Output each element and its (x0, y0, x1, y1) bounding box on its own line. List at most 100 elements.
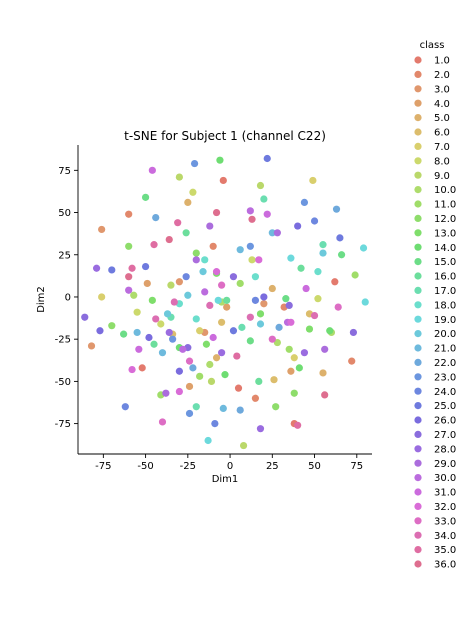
legend-marker (414, 488, 422, 496)
chart-title: t-SNE for Subject 1 (channel C22) (124, 129, 326, 143)
data-point (314, 268, 322, 276)
legend-label: 12.0 (434, 214, 456, 225)
data-point (321, 391, 329, 399)
data-point (218, 281, 226, 289)
data-point (167, 281, 175, 289)
legend-label: 4.0 (434, 99, 450, 110)
data-point (189, 188, 197, 196)
legend-marker (414, 358, 422, 366)
data-point (300, 349, 309, 357)
data-point (219, 176, 227, 185)
legend-label: 22.0 (434, 358, 456, 369)
data-point (128, 264, 136, 272)
legend: class 1.0 2.0 3.0 4.0 5.0 6.0 7.0 8.0 9.0 10.0 11.… (414, 40, 456, 571)
legend-marker (414, 142, 422, 150)
data-point (196, 372, 204, 380)
data-point (138, 364, 146, 372)
data-point (275, 323, 283, 331)
legend-marker (414, 416, 422, 424)
data-point (297, 264, 305, 272)
data-point (348, 357, 356, 365)
legend-marker (414, 70, 422, 78)
x-tick-label: -50 (137, 461, 153, 472)
data-point (192, 249, 200, 257)
legend-marker (414, 402, 422, 410)
data-point (141, 262, 150, 271)
legend-label: 18.0 (434, 300, 456, 311)
data-point (133, 308, 141, 316)
data-point (175, 278, 183, 286)
data-point (169, 335, 177, 343)
legend-label: 8.0 (434, 156, 450, 167)
data-point (309, 176, 317, 185)
data-point (175, 173, 183, 181)
legend-marker (414, 272, 422, 280)
data-point (204, 436, 212, 445)
data-point (319, 369, 327, 377)
legend-marker (414, 301, 422, 309)
y-tick-label: 0 (65, 292, 71, 303)
data-point (206, 301, 214, 310)
data-point (125, 286, 133, 294)
y-tick-label: 25 (58, 250, 71, 261)
data-point (359, 244, 368, 252)
data-point (236, 279, 244, 288)
data-point (185, 357, 194, 365)
legend-label: 24.0 (434, 387, 456, 398)
axes-layer: -75 -50 -25 0 25 50 75 -75 -50 -25 0 25 50 75 (55, 145, 372, 472)
data-point (287, 367, 295, 375)
data-point (184, 291, 192, 299)
y-tick-label: -25 (55, 335, 71, 346)
data-point (179, 345, 187, 353)
data-point (331, 278, 339, 286)
legend-marker (414, 502, 422, 510)
data-point (189, 364, 197, 372)
data-point (182, 229, 190, 237)
data-point (349, 328, 358, 337)
data-point (268, 335, 276, 343)
data-point (206, 222, 214, 230)
data-point (290, 389, 298, 397)
data-point (282, 295, 290, 303)
legend-marker (414, 258, 422, 266)
legend-marker (414, 286, 422, 294)
data-point (270, 376, 278, 384)
legend-marker (414, 560, 422, 568)
data-point (302, 284, 310, 293)
data-point (108, 322, 116, 330)
data-point (206, 360, 214, 369)
data-point (81, 313, 89, 321)
legend-marker (414, 546, 422, 554)
data-point (255, 256, 263, 264)
legend-marker (414, 56, 422, 64)
data-point (310, 217, 319, 225)
data-point (273, 229, 281, 237)
data-point (319, 249, 327, 257)
x-tick-label: -75 (95, 461, 111, 472)
data-point (238, 323, 246, 331)
data-point (255, 377, 263, 385)
legend-label: 31.0 (434, 488, 456, 499)
legend-label: 9.0 (434, 171, 450, 182)
data-point (314, 295, 322, 303)
legend-marker (414, 200, 422, 208)
legend-marker (414, 99, 422, 107)
legend-marker (414, 474, 422, 482)
data-point (218, 318, 226, 326)
y-tick-label: 75 (58, 166, 71, 177)
data-point (157, 320, 165, 328)
data-point (295, 364, 303, 372)
x-tick-label: 25 (266, 461, 279, 472)
data-point (182, 273, 190, 281)
data-point (212, 208, 221, 217)
data-point (256, 310, 265, 318)
data-point (260, 300, 268, 308)
data-point (332, 205, 341, 213)
data-point (170, 298, 178, 306)
data-point (145, 333, 153, 342)
data-point (216, 156, 224, 164)
legend-label: 7.0 (434, 142, 450, 153)
data-point (192, 403, 200, 411)
data-point (120, 330, 128, 338)
data-point (158, 418, 167, 426)
